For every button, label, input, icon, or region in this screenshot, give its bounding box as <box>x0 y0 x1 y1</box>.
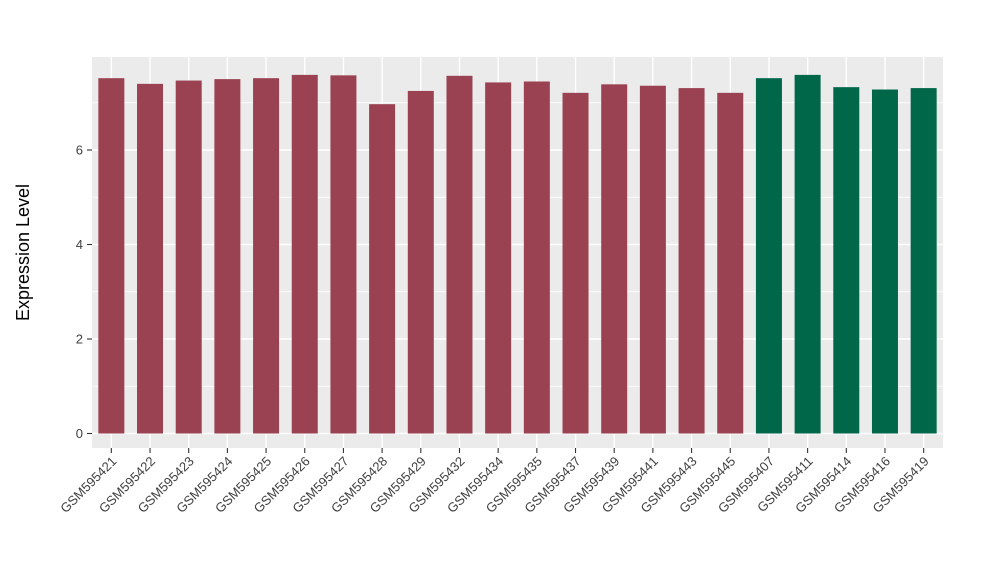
bar-GSM595435 <box>523 81 550 434</box>
y-tick-label: 0 <box>76 426 83 441</box>
bar-GSM595422 <box>137 83 164 434</box>
bar-GSM595407 <box>755 78 782 434</box>
y-tick-label: 4 <box>76 237 83 252</box>
bar-GSM595432 <box>446 75 473 434</box>
y-tick-label: 2 <box>76 332 83 347</box>
bar-GSM595434 <box>485 82 512 434</box>
y-axis-title: Expression Level <box>13 184 33 321</box>
bar-GSM595411 <box>794 74 821 434</box>
bar-GSM595445 <box>717 92 744 434</box>
bar-GSM595429 <box>407 90 434 434</box>
bar-GSM595424 <box>214 79 241 434</box>
bar-GSM595427 <box>330 75 357 434</box>
bar-GSM595441 <box>639 85 666 434</box>
bar-GSM595423 <box>175 80 202 434</box>
bar-GSM595439 <box>601 84 628 434</box>
bar-GSM595425 <box>253 78 280 434</box>
bar-GSM595416 <box>871 89 898 434</box>
y-tick-label: 6 <box>76 143 83 158</box>
bar-GSM595437 <box>562 92 589 434</box>
bar-GSM595419 <box>910 88 937 434</box>
bar-GSM595428 <box>369 104 396 434</box>
bar-GSM595426 <box>291 74 318 434</box>
bar-GSM595414 <box>833 87 860 434</box>
bar-GSM595443 <box>678 88 705 434</box>
bar-GSM595421 <box>98 78 125 434</box>
